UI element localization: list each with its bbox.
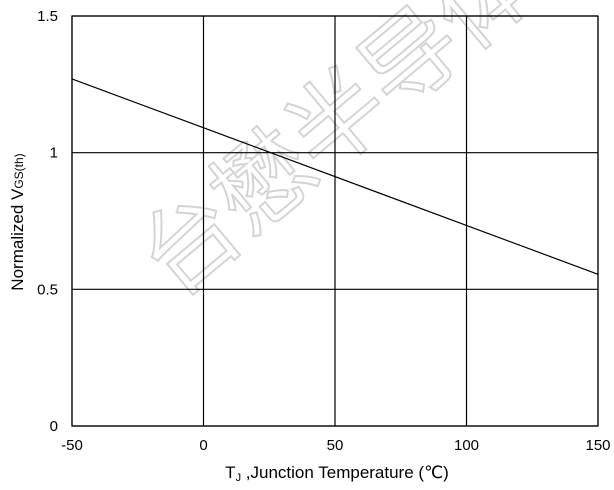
y-axis-label-sub: GS(th) (12, 153, 26, 188)
x-axis-label-close: ) (443, 463, 449, 482)
y-tick-label: 1 (50, 145, 58, 162)
y-tick-label: 0.5 (37, 281, 58, 298)
x-axis-label: TJ ,Junction Temperature (℃) (225, 463, 449, 484)
y-tick-label: 1.5 (37, 8, 58, 25)
y-tick-labels: 0 0.5 1 1.5 (37, 8, 58, 435)
y-axis-label-main: Normalized V (8, 188, 27, 291)
series-line-0 (71, 78, 599, 275)
x-axis-label-unit: ℃ (424, 463, 443, 483)
y-tick-label: 0 (50, 418, 58, 435)
x-tick-label: 0 (199, 437, 207, 454)
x-axis-label-rest: ,Junction Temperature ( (241, 463, 424, 482)
x-tick-labels: -50 0 50 100 150 (61, 437, 610, 454)
x-axis-label-main: T (225, 463, 235, 482)
x-axis-label-sub: J (236, 472, 242, 484)
plot-frame (71, 15, 599, 427)
series-layer (71, 78, 599, 275)
x-tick-label: 150 (585, 437, 610, 454)
x-tick-label: 100 (454, 437, 479, 454)
x-tick-label: 50 (327, 437, 344, 454)
watermark: 台懋半导体 (118, 0, 558, 318)
x-tick-label: -50 (61, 437, 83, 454)
y-axis-label: Normalized VGS(th) (8, 153, 27, 290)
